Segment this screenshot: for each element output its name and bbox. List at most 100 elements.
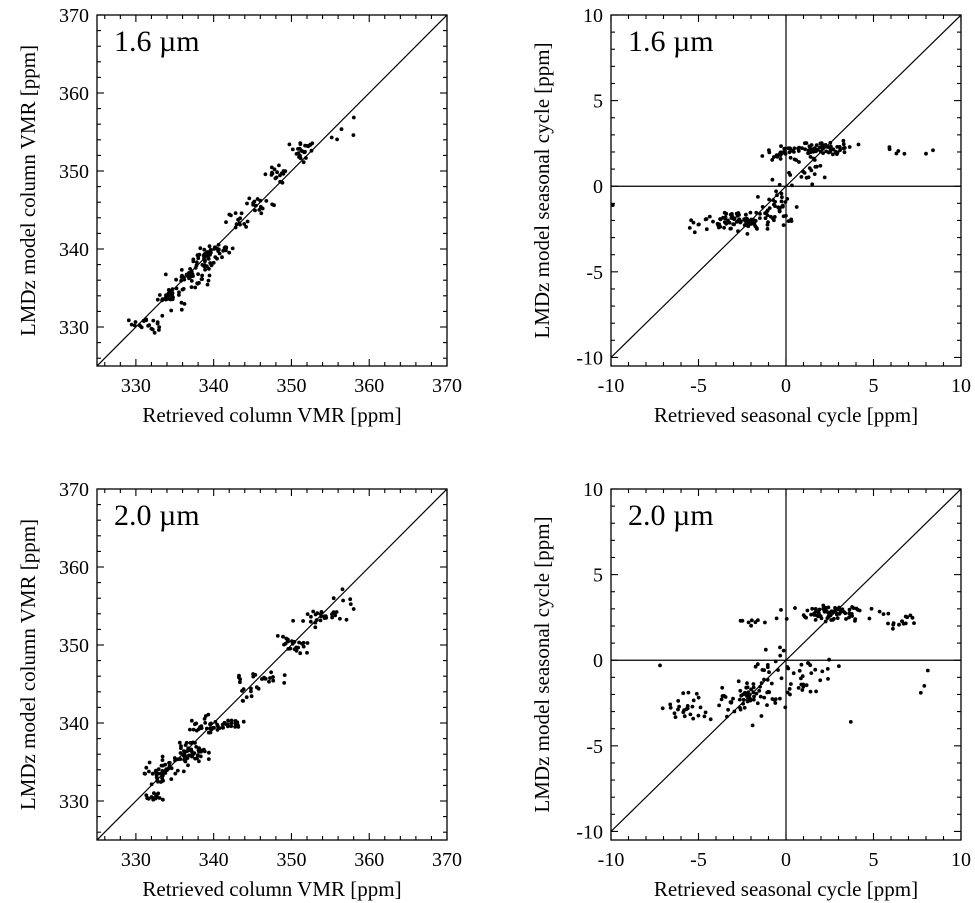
data-point	[682, 714, 687, 719]
data-point	[303, 143, 307, 148]
data-point	[285, 639, 290, 644]
data-point	[779, 608, 783, 612]
data-point	[242, 222, 247, 226]
data-point	[809, 612, 813, 617]
data-point	[801, 682, 806, 687]
data-point	[788, 173, 793, 177]
data-point	[704, 227, 709, 232]
data-point	[193, 285, 198, 290]
data-point	[244, 225, 249, 229]
data-point	[216, 242, 221, 247]
data-point	[282, 642, 286, 647]
data-point	[745, 232, 750, 236]
y-tick-label: 0	[593, 650, 603, 672]
data-point	[206, 757, 211, 761]
data-point	[202, 749, 207, 754]
data-point	[179, 744, 183, 749]
data-point	[274, 175, 279, 180]
data-point	[315, 611, 320, 616]
data-point	[244, 695, 249, 700]
data-point	[763, 620, 767, 625]
data-point	[304, 156, 308, 160]
data-point	[748, 210, 753, 215]
x-tick-label: 370	[432, 849, 462, 871]
data-point	[207, 244, 212, 249]
data-point	[133, 320, 138, 324]
y-tick-label: 360	[59, 83, 89, 105]
data-point	[809, 168, 814, 173]
data-point	[301, 640, 306, 645]
data-point	[767, 690, 772, 695]
data-point	[171, 295, 175, 300]
data-point	[725, 714, 729, 719]
x-tick-label: 360	[354, 375, 384, 397]
data-point	[217, 726, 222, 730]
data-point	[296, 645, 301, 650]
reference-lines	[611, 489, 961, 840]
data-point	[765, 663, 770, 667]
data-point	[839, 608, 844, 613]
data-point	[163, 771, 168, 775]
data-point	[847, 615, 851, 620]
data-point	[301, 619, 305, 623]
data-point	[150, 771, 155, 776]
x-tick-label: 10	[951, 375, 971, 397]
data-point	[727, 220, 732, 225]
data-point	[869, 606, 874, 611]
axis-ticks	[97, 488, 448, 840]
data-point	[245, 201, 249, 206]
data-point	[227, 250, 232, 255]
data-point	[749, 623, 753, 628]
data-point	[331, 596, 336, 601]
data-point	[756, 195, 760, 199]
data-point	[789, 682, 793, 686]
data-point	[186, 746, 191, 751]
data-point	[793, 606, 797, 610]
x-tick-label: 350	[276, 375, 306, 397]
data-point	[722, 220, 727, 225]
data-point	[297, 640, 301, 645]
data-point	[157, 293, 162, 297]
data-point	[758, 684, 762, 689]
data-point	[774, 616, 779, 621]
data-point	[737, 697, 742, 702]
data-point	[744, 212, 748, 217]
data-point	[760, 205, 765, 209]
data-point	[205, 282, 210, 287]
data-point	[828, 147, 833, 152]
data-point	[156, 767, 161, 772]
data-point	[826, 614, 831, 619]
data-point	[800, 688, 805, 692]
axis-ticks	[610, 14, 962, 366]
data-point	[924, 151, 928, 156]
data-point	[925, 668, 930, 673]
data-point	[206, 255, 211, 260]
data-point	[237, 673, 241, 678]
data-point	[149, 782, 154, 787]
data-point	[792, 146, 797, 151]
data-point	[844, 617, 848, 621]
data-point	[275, 170, 279, 175]
data-point	[339, 127, 344, 132]
data-point	[779, 144, 783, 149]
data-point	[203, 721, 208, 725]
data-point	[814, 143, 819, 148]
data-point	[688, 712, 693, 717]
data-point	[779, 199, 784, 204]
data-point	[737, 213, 741, 217]
data-point	[147, 760, 152, 765]
data-point	[196, 748, 201, 752]
data-point	[799, 676, 803, 681]
data-point	[139, 325, 144, 330]
data-point	[144, 793, 149, 798]
data-point	[856, 142, 861, 147]
data-point	[786, 219, 791, 224]
data-point	[202, 252, 207, 257]
data-point	[203, 714, 208, 718]
data-point	[202, 263, 207, 267]
data-point	[249, 689, 253, 694]
data-point	[278, 173, 282, 178]
data-point	[813, 618, 818, 622]
data-point	[689, 218, 693, 223]
data-point	[177, 740, 182, 745]
